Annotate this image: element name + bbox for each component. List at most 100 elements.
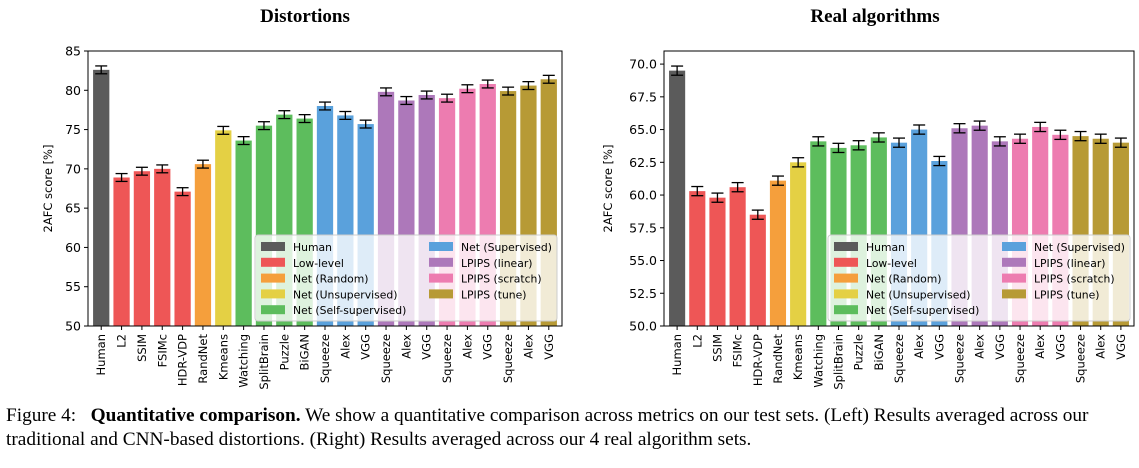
legend-label: Human — [293, 241, 332, 254]
figure-caption: Figure 4: Quantitative comparison. We sh… — [6, 404, 1136, 452]
x-tick-label: Human — [94, 334, 108, 375]
legend-swatch — [429, 289, 453, 299]
bar — [669, 70, 686, 327]
y-tick-label: 65 — [65, 201, 81, 216]
legend: Human Low-level Net (Random) Net (Unsupervi… — [254, 234, 558, 322]
x-tick-label: Squeeze — [318, 334, 332, 383]
figure: Distortions 2AFC score [%] Human L2 SSIM FSIM… — [41, 6, 1135, 390]
legend-label: Net (Random) — [293, 273, 369, 286]
x-tick-label: Alex — [338, 334, 352, 359]
bar — [729, 187, 746, 326]
legend-item: Human — [261, 241, 332, 254]
legend-label: Human — [866, 241, 905, 254]
legend-item: Net (Supervised) — [1002, 241, 1125, 254]
x-tick-label: Kmeans — [216, 334, 230, 380]
caption-text: We show a quantitative comparison across… — [6, 405, 1089, 450]
x-tick-label: SSIM — [710, 334, 724, 362]
bar — [810, 141, 827, 326]
y-tick-label: 75 — [65, 122, 81, 137]
x-tick-label: VGG — [993, 334, 1007, 360]
x-tick-label: Puzzle — [277, 334, 291, 370]
legend-item: Low-level — [834, 257, 917, 270]
x-tick-label: Alex — [1033, 334, 1047, 359]
legend-label: LPIPS (scratch) — [461, 273, 542, 286]
y-tick-label: 52.5 — [629, 286, 657, 301]
chart-2: Real algorithms 2AFC score [%] Human L2 SSIM… — [601, 6, 1135, 390]
bar — [133, 171, 151, 326]
x-tick-label: Alex — [1094, 334, 1108, 359]
legend-label: Net (Unsupervised) — [866, 288, 970, 301]
legend-label: Low-level — [866, 257, 917, 270]
bar — [689, 191, 706, 326]
x-tick-label: VGG — [359, 334, 373, 360]
legend-item: LPIPS (tune) — [429, 288, 527, 301]
caption-bold: Quantitative comparison. — [90, 405, 301, 426]
y-tick-label: 70 — [65, 161, 81, 176]
legend-item: Net (Random) — [261, 273, 369, 286]
x-tick-label: RandNet — [771, 334, 785, 384]
x-tick-label: Puzzle — [852, 334, 866, 370]
legend-label: LPIPS (linear) — [1034, 257, 1105, 270]
x-tick-label: SplitBrain — [831, 334, 845, 390]
x-tick-label: Squeeze — [1074, 334, 1088, 383]
legend-item: LPIPS (scratch) — [429, 273, 542, 286]
x-tick-label: VGG — [932, 334, 946, 360]
y-tick-label: 55 — [65, 279, 81, 294]
x-tick-label: Watching — [811, 334, 825, 388]
y-tick-label: 55.0 — [629, 253, 657, 268]
legend-item: LPIPS (linear) — [429, 257, 532, 270]
x-tick-label: Watching — [237, 334, 251, 388]
y-axis-label: 2AFC score [%] — [41, 145, 55, 233]
legend-swatch — [261, 242, 285, 251]
x-tick-label: Squeeze — [1013, 334, 1027, 383]
caption-label: Figure 4: — [6, 405, 77, 426]
x-tick-label: Alex — [460, 334, 474, 359]
chart-1: Distortions 2AFC score [%] Human L2 SSIM FSIM… — [41, 6, 563, 390]
legend-item: Low-level — [261, 257, 344, 270]
x-tick-label: Alex — [399, 334, 413, 359]
bar — [235, 140, 252, 326]
x-tick-label: BiGAN — [872, 334, 886, 370]
y-tick-label: 50.0 — [629, 319, 657, 334]
bar — [790, 162, 807, 326]
x-tick-label: Kmeans — [791, 334, 805, 380]
legend-swatch — [834, 305, 858, 315]
legend-swatch — [261, 257, 285, 267]
legend-swatch — [429, 242, 453, 251]
x-tick-label: Alex — [973, 334, 987, 359]
legend-item: LPIPS (scratch) — [1002, 273, 1115, 286]
bar — [215, 130, 232, 326]
legend-swatch — [834, 242, 858, 251]
bar — [154, 168, 171, 326]
bar — [749, 214, 766, 326]
x-tick-label: BiGAN — [298, 334, 312, 370]
x-tick-label: SSIM — [135, 334, 149, 362]
y-tick-label: 67.5 — [629, 89, 657, 104]
y-tick-label: 57.5 — [629, 220, 657, 235]
x-tick-label: VGG — [1114, 334, 1128, 360]
x-tick-label: Squeeze — [892, 334, 906, 383]
bar — [93, 69, 110, 326]
legend-item: LPIPS (tune) — [1002, 288, 1100, 301]
legend-label: Net (Self-supervised) — [293, 304, 406, 317]
chart-title: Distortions — [260, 6, 350, 27]
y-tick-label: 85 — [65, 44, 81, 59]
y-tick-label: 60 — [65, 240, 81, 255]
x-tick-label: Squeeze — [379, 334, 393, 383]
x-tick-label: L2 — [115, 334, 129, 348]
x-tick-label: VGG — [420, 334, 434, 360]
legend-label: LPIPS (linear) — [461, 257, 532, 270]
y-tick-label: 80 — [65, 83, 81, 98]
legend-label: Low-level — [293, 257, 344, 270]
legend-swatch — [261, 289, 285, 299]
legend-swatch — [834, 257, 858, 267]
bar — [709, 197, 726, 326]
y-tick-label: 65.0 — [629, 122, 657, 137]
x-tick-label: Squeeze — [440, 334, 454, 383]
y-tick-label: 70.0 — [629, 57, 657, 72]
legend-item: Net (Supervised) — [429, 241, 552, 254]
bar — [113, 177, 130, 326]
y-axis-label: 2AFC score [%] — [601, 145, 615, 233]
legend-item: LPIPS (linear) — [1002, 257, 1105, 270]
legend-swatch — [834, 273, 858, 283]
